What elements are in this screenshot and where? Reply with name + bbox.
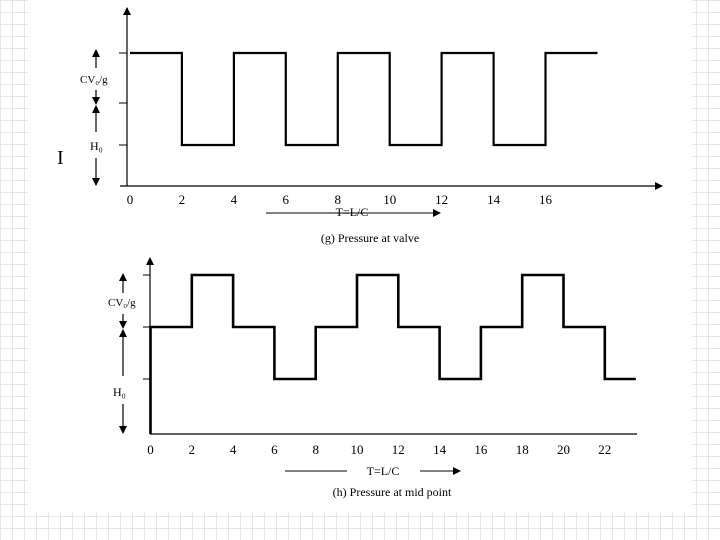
chart-g-x-tick-label: 14 — [487, 192, 501, 207]
chart-g-x-tick-label: 16 — [539, 192, 553, 207]
chart-h-x-tick-label: 20 — [557, 442, 570, 457]
chart-h-x-tick-label: 4 — [230, 442, 237, 457]
chart-g-cv-label: CV₀/g — [80, 74, 108, 86]
chart-g-x-tick-label: 8 — [335, 192, 342, 207]
chart-h-x-tick-label: 8 — [312, 442, 319, 457]
chart-g-x-tick-label: 2 — [179, 192, 186, 207]
chart-h-x-tick-label: 10 — [351, 442, 364, 457]
chart-g-side-mark: I — [57, 147, 64, 169]
chart-g-x-axis-label: T=L/C — [336, 205, 369, 219]
chart-h-x-axis-label: T=L/C — [367, 464, 400, 478]
chart-h-x-tick-labels: 0 2 4 6 8 10 12 14 16 18 20 22 — [147, 442, 611, 457]
chart-g: 0 2 4 6 8 10 12 14 16 CV₀/g H₀ I T=L/C (g) Press… — [57, 7, 663, 245]
chart-g-x-tick-label: 10 — [383, 192, 396, 207]
chart-h-x-tick-label: 12 — [392, 442, 405, 457]
chart-g-x-tick-label: 4 — [231, 192, 238, 207]
chart-h: 0 2 4 6 8 10 12 14 16 18 20 22 CV₀/g H₀ T=L/C (h) P… — [108, 257, 637, 499]
chart-h-x-tick-label: 6 — [271, 442, 278, 457]
chart-h-h0-label: H₀ — [113, 385, 126, 399]
chart-g-h0-label: H₀ — [90, 139, 103, 153]
chart-g-x-tick-label: 6 — [283, 192, 290, 207]
chart-h-caption: (h) Pressure at mid point — [333, 485, 452, 499]
chart-h-x-tick-label: 16 — [474, 442, 488, 457]
chart-h-series-line — [149, 273, 636, 434]
chart-h-cv-label: CV₀/g — [108, 297, 136, 309]
chart-g-caption: (g) Pressure at valve — [321, 231, 419, 245]
chart-g-series-line — [130, 51, 598, 147]
chart-h-x-tick-label: 18 — [516, 442, 529, 457]
chart-g-x-tick-labels: 0 2 4 6 8 10 12 14 16 — [127, 192, 553, 207]
chart-g-x-tick-label: 12 — [435, 192, 448, 207]
chart-g-x-tick-label: 0 — [127, 192, 134, 207]
chart-h-x-tick-label: 2 — [189, 442, 196, 457]
chart-h-x-tick-label: 0 — [147, 442, 154, 457]
chart-h-x-tick-label: 22 — [598, 442, 611, 457]
slide-area — [28, 0, 692, 512]
chart-h-x-tick-label: 14 — [433, 442, 447, 457]
